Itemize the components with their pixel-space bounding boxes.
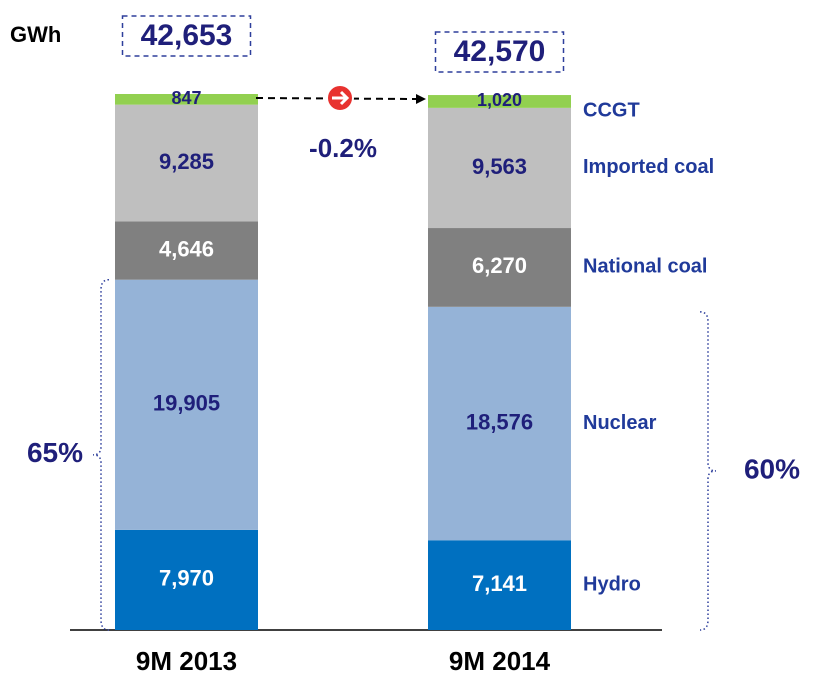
legend-label: National coal — [583, 256, 707, 278]
arrow-head — [416, 94, 426, 105]
unit-label: GWh — [10, 22, 61, 47]
value-label: 4,646 — [159, 236, 214, 261]
bar-segment — [428, 95, 571, 108]
value-label: 6,270 — [472, 253, 527, 278]
legend-label: Hydro — [583, 573, 641, 595]
bar-segment — [115, 94, 258, 105]
share-label: 65% — [27, 437, 83, 468]
bar-segment — [115, 221, 258, 280]
bar-segment — [115, 104, 258, 222]
bar-segment — [428, 540, 571, 630]
total-box — [121, 15, 252, 57]
value-label: 847 — [171, 88, 201, 108]
share-label: 60% — [744, 453, 800, 484]
change-arrow — [255, 97, 419, 101]
bar-segment — [428, 306, 571, 541]
value-label: 7,970 — [159, 566, 214, 591]
value-label: 9,563 — [472, 154, 527, 179]
value-label: 1,020 — [477, 90, 522, 110]
bar-segment — [115, 529, 258, 630]
bar-segment — [428, 228, 571, 307]
value-label: 7,141 — [472, 571, 527, 596]
category-label: 9M 2013 — [136, 646, 237, 676]
legend-label: Nuclear — [583, 412, 657, 434]
value-label: 19,905 — [153, 391, 220, 416]
bar-segment — [115, 279, 258, 530]
total-box — [434, 31, 565, 73]
legend-label: Imported coal — [583, 156, 714, 178]
value-label: 18,576 — [466, 409, 533, 434]
total-label: 42,653 — [141, 19, 233, 52]
change-label: -0.2% — [309, 133, 377, 163]
bar-segment — [428, 107, 571, 229]
value-label: 9,285 — [159, 149, 214, 174]
change-icon-arrow — [332, 90, 350, 106]
share-brace — [92, 278, 110, 631]
legend-label: CCGT — [583, 100, 640, 122]
total-label: 42,570 — [454, 35, 546, 68]
category-label: 9M 2014 — [449, 646, 551, 676]
share-brace — [699, 311, 717, 631]
